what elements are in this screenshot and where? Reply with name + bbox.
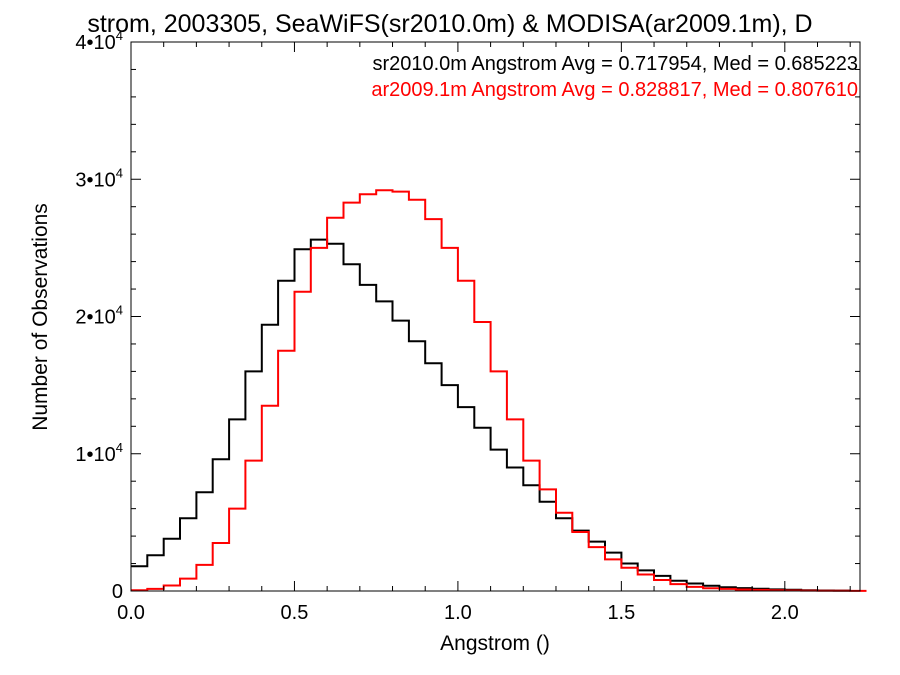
x-tick-label: 0.0	[117, 602, 145, 624]
series-line-1	[131, 238, 851, 592]
x-tick-label: 0.5	[281, 602, 309, 624]
y-tick-label: 1•104	[75, 440, 123, 466]
x-tick-label: 2.0	[771, 602, 799, 624]
annotation-ar2009: ar2009.1m Angstrom Avg = 0.828817, Med =…	[371, 79, 858, 101]
ticks-layer: 0.0 0.5 1.0 1.5 2.0 0 1•104 2•104 3•104 4•104	[75, 28, 860, 624]
x-tick-label: 1.5	[607, 602, 635, 624]
x-tick-label: 1.0	[444, 602, 472, 624]
y-axis-label: Number of Observations	[29, 203, 52, 431]
series-line-2	[131, 189, 867, 592]
chart-title: strom, 2003305, SeaWiFS(sr2010.0m) & MOD…	[87, 10, 812, 38]
x-axis-label: Angstrom ()	[440, 632, 550, 655]
y-tick-label: 4•104	[75, 28, 123, 54]
y-tick-label: 3•104	[75, 165, 123, 191]
series-layer	[131, 189, 867, 592]
y-tick-label: 0	[112, 581, 123, 603]
annotation-sr2010: sr2010.0m Angstrom Avg = 0.717954, Med =…	[372, 53, 858, 75]
y-tick-label: 2•104	[75, 303, 123, 329]
